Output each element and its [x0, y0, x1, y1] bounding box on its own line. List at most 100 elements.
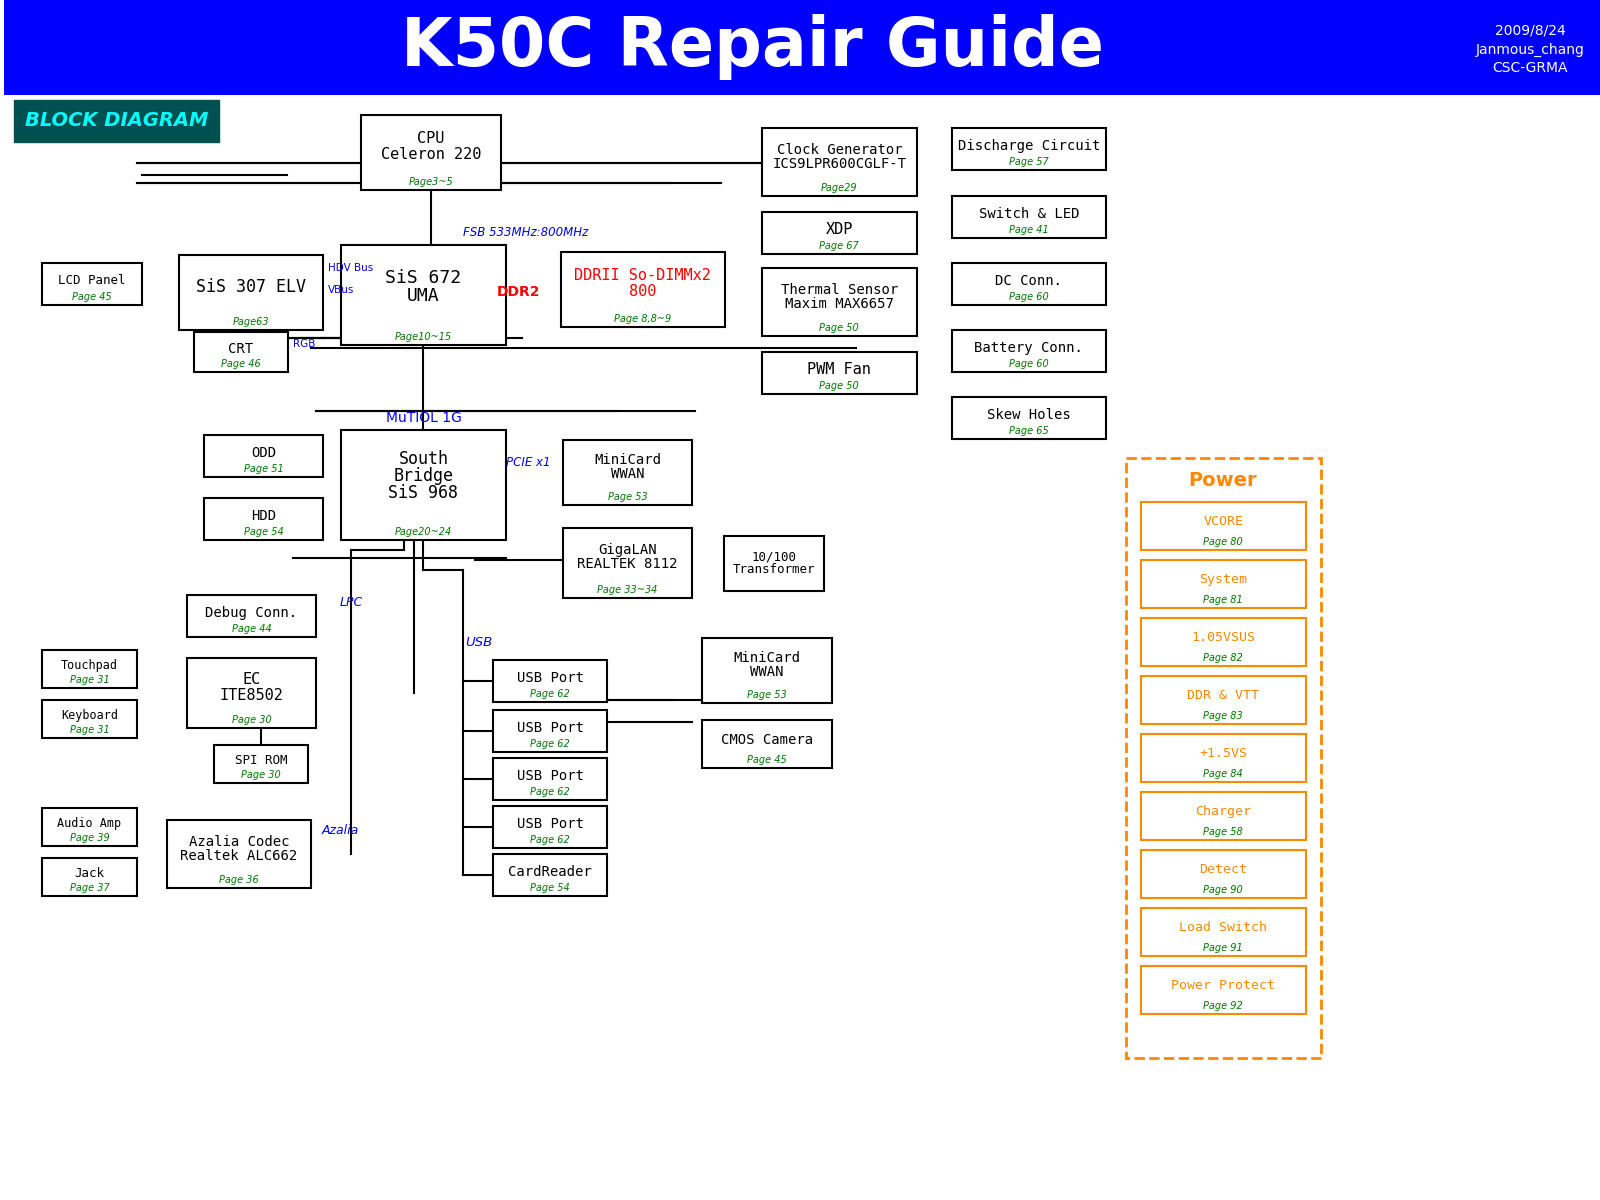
Bar [179, 254, 323, 330]
Bar [1141, 792, 1306, 840]
Text: ODD: ODD [251, 445, 275, 460]
Bar [725, 536, 824, 590]
Bar [194, 332, 288, 372]
Text: Page 91: Page 91 [1203, 943, 1243, 953]
Text: Page 31: Page 31 [69, 674, 109, 685]
Text: System: System [1200, 572, 1248, 586]
Text: SiS 672: SiS 672 [386, 269, 461, 287]
Text: Page 57: Page 57 [1010, 157, 1048, 167]
Text: Thermal Sensor: Thermal Sensor [781, 282, 898, 296]
Text: XDP: XDP [826, 222, 853, 238]
Bar [42, 650, 136, 688]
Text: ICS9LPR600CGLF-T: ICS9LPR600CGLF-T [773, 156, 906, 170]
Bar [187, 658, 317, 728]
Text: REALTEK 8112: REALTEK 8112 [578, 557, 678, 571]
Text: USB Port: USB Port [517, 817, 584, 830]
Bar [762, 212, 917, 254]
Text: Page 51: Page 51 [243, 464, 283, 474]
Text: Page 90: Page 90 [1203, 886, 1243, 895]
Bar [493, 758, 608, 800]
Bar [1141, 734, 1306, 782]
Text: Page 82: Page 82 [1203, 653, 1243, 662]
Text: HDD: HDD [251, 509, 275, 523]
Text: Keyboard: Keyboard [61, 709, 118, 722]
Bar [560, 252, 725, 326]
Text: Page 37: Page 37 [69, 883, 109, 893]
Bar [1141, 908, 1306, 956]
Bar [213, 745, 309, 782]
Text: Page 67: Page 67 [819, 241, 859, 251]
Text: Page 62: Page 62 [530, 739, 570, 749]
Text: Page 39: Page 39 [69, 833, 109, 842]
Text: EC: EC [242, 672, 261, 688]
Text: Bridge: Bridge [394, 467, 453, 485]
Text: Charger: Charger [1195, 805, 1251, 817]
Bar [166, 820, 312, 888]
Text: Page 8,8~9: Page 8,8~9 [614, 314, 672, 324]
Text: Page 31: Page 31 [69, 725, 109, 734]
Bar [5, 0, 1600, 95]
Text: Page 62: Page 62 [530, 787, 570, 797]
Text: Azalia Codec: Azalia Codec [189, 834, 290, 848]
Text: Page 60: Page 60 [1010, 292, 1048, 302]
Text: Janmous_chang: Janmous_chang [1475, 43, 1584, 58]
Text: Page 60: Page 60 [1010, 359, 1048, 370]
Text: Page 80: Page 80 [1203, 538, 1243, 547]
Text: Power Protect: Power Protect [1171, 979, 1275, 991]
Text: MiniCard: MiniCard [594, 454, 661, 467]
Bar [762, 128, 917, 196]
Text: Page 54: Page 54 [530, 883, 570, 893]
Text: ITE8502: ITE8502 [219, 688, 283, 702]
Bar [563, 528, 693, 598]
Text: WWAN: WWAN [750, 665, 784, 679]
Text: Page 65: Page 65 [1010, 426, 1048, 436]
Text: Page 30: Page 30 [232, 715, 272, 725]
Text: DC Conn.: DC Conn. [995, 274, 1062, 288]
Text: UMA: UMA [406, 287, 440, 305]
Text: Page3~5: Page3~5 [408, 176, 453, 187]
Bar [762, 352, 917, 394]
Text: PWM Fan: PWM Fan [808, 362, 872, 377]
Bar [952, 128, 1106, 170]
Text: Page10~15: Page10~15 [395, 332, 453, 342]
Text: 10/100: 10/100 [752, 551, 797, 564]
Text: Page29: Page29 [821, 182, 858, 193]
Text: LPC: LPC [339, 596, 363, 610]
Text: WWAN: WWAN [611, 467, 645, 481]
Text: Realtek ALC662: Realtek ALC662 [181, 848, 298, 863]
Bar [187, 595, 317, 637]
Text: USB Port: USB Port [517, 721, 584, 734]
Bar [952, 263, 1106, 305]
Text: Clock Generator: Clock Generator [776, 143, 902, 156]
Text: CMOS Camera: CMOS Camera [722, 733, 813, 748]
Bar [1141, 676, 1306, 724]
Text: Celeron 220: Celeron 220 [381, 146, 482, 162]
Text: CardReader: CardReader [509, 865, 592, 878]
Text: Page 54: Page 54 [243, 527, 283, 538]
Text: Power: Power [1189, 470, 1258, 490]
Text: Skew Holes: Skew Holes [987, 408, 1070, 421]
Text: Page 41: Page 41 [1010, 226, 1048, 235]
Bar [493, 806, 608, 848]
Text: Page 84: Page 84 [1203, 769, 1243, 779]
Text: PCIE x1: PCIE x1 [506, 456, 550, 469]
Bar [14, 100, 219, 142]
Text: Page20~24: Page20~24 [395, 527, 453, 538]
Text: Page 92: Page 92 [1203, 1001, 1243, 1010]
Text: K50C Repair Guide: K50C Repair Guide [400, 14, 1104, 80]
Text: CRT: CRT [229, 342, 253, 355]
Text: Page 81: Page 81 [1203, 595, 1243, 605]
Text: 800: 800 [629, 283, 656, 299]
Bar [702, 720, 832, 768]
Text: Page 45: Page 45 [72, 292, 112, 302]
Text: USB Port: USB Port [517, 671, 584, 685]
Bar [702, 638, 832, 703]
Text: MuTIOL 1G: MuTIOL 1G [386, 410, 461, 425]
Text: BLOCK DIAGRAM: BLOCK DIAGRAM [26, 112, 208, 131]
Bar [952, 196, 1106, 238]
Text: South: South [398, 450, 448, 468]
Text: Azalia: Azalia [322, 823, 358, 836]
Bar [762, 268, 917, 336]
Bar [203, 434, 323, 476]
Bar [1141, 850, 1306, 898]
